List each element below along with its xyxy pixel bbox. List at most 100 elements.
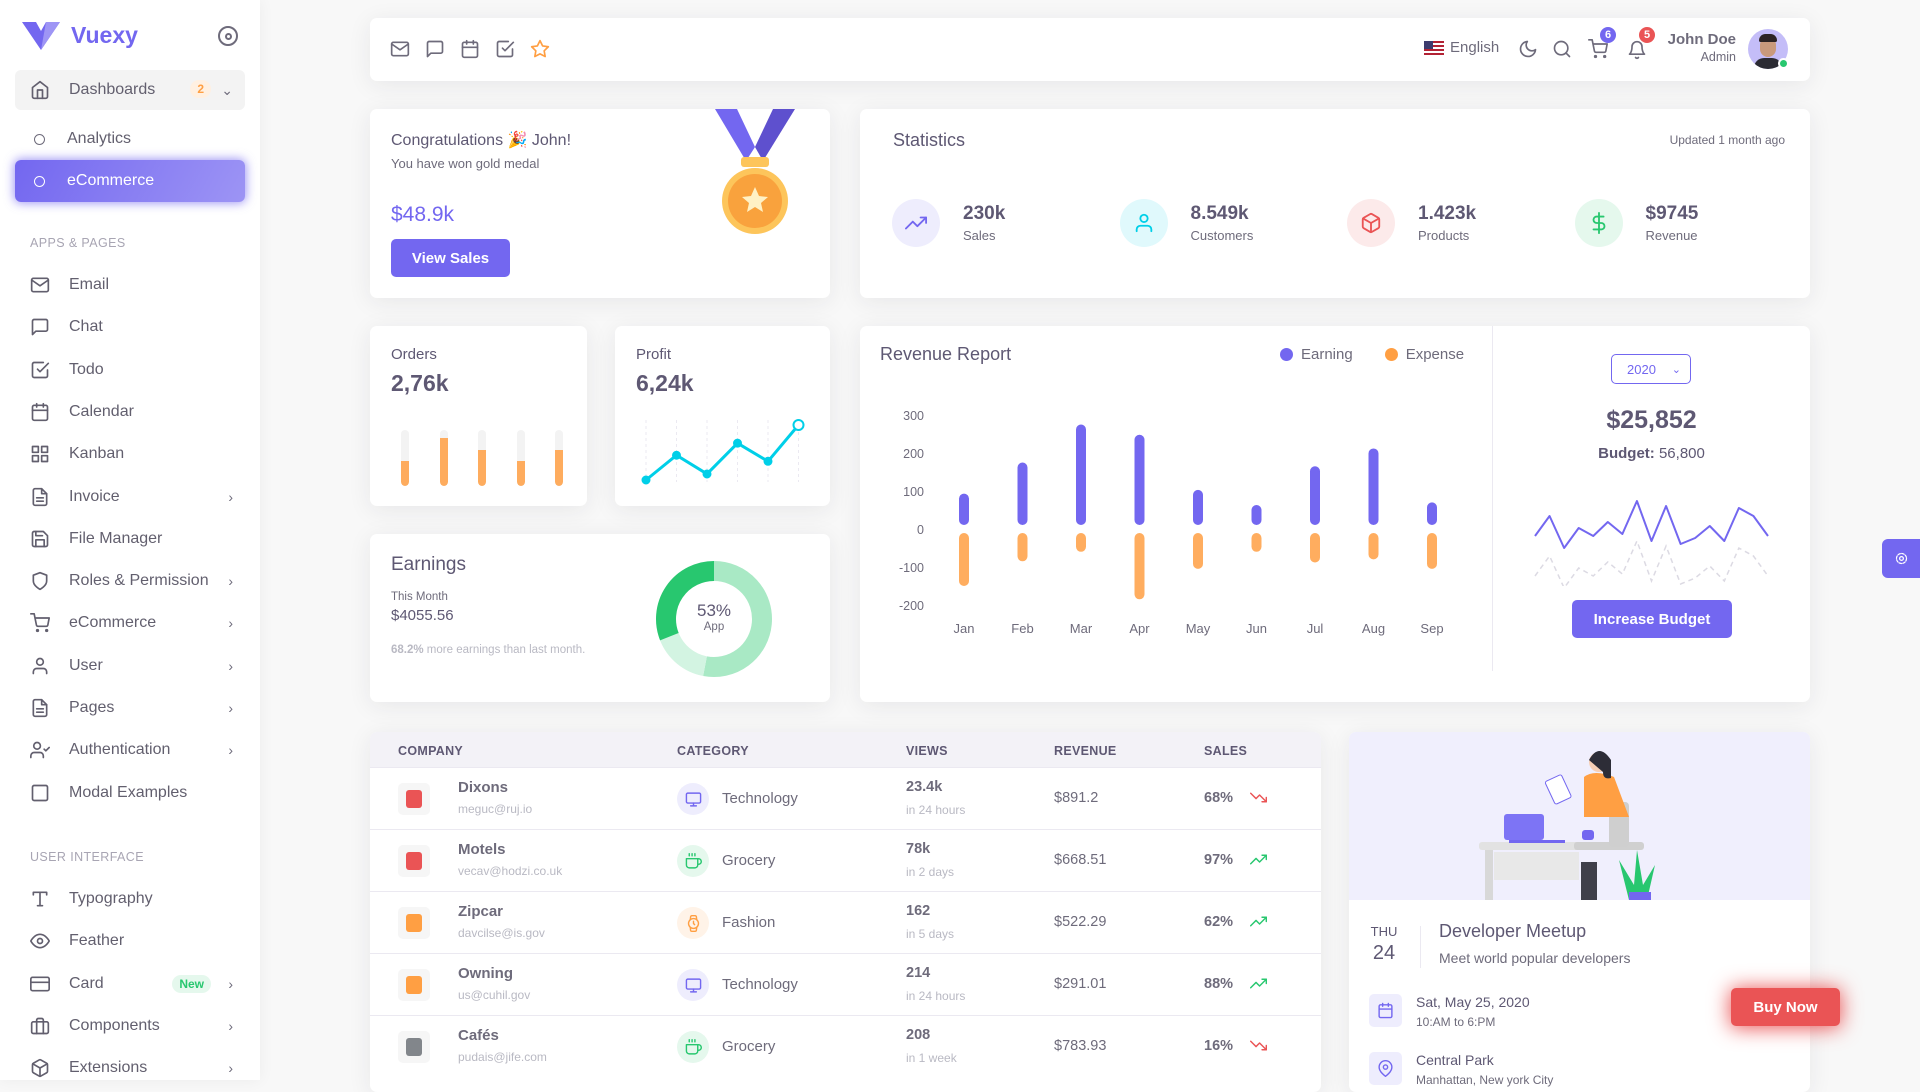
increase-budget-button[interactable]: Increase Budget xyxy=(1572,600,1732,638)
table-row[interactable]: Cafés pudais@jife.com Grocery 208 in 1 w… xyxy=(370,1015,1321,1077)
stat-sales: 230k Sales xyxy=(892,199,1005,247)
sidebar-item-authentication[interactable]: Authentication › xyxy=(15,730,245,770)
check-square-icon xyxy=(31,361,50,378)
check-square-icon xyxy=(496,40,515,58)
x-tick-label: Jan xyxy=(954,621,975,636)
budget-line: Budget: 56,800 xyxy=(1493,445,1810,462)
table-row[interactable]: Owning us@cuhil.gov Technology 214 in 24… xyxy=(370,953,1321,1015)
sidebar-item-label: Email xyxy=(69,276,110,293)
budget-value: 56,800 xyxy=(1654,445,1705,462)
sidebar-item-card[interactable]: Card New › xyxy=(15,964,245,1004)
calendar-shortcut[interactable] xyxy=(460,39,480,64)
category-icon-wrap xyxy=(677,1031,709,1063)
sidebar-item-file-manager[interactable]: File Manager xyxy=(15,519,245,559)
revenue-value: $668.51 xyxy=(1054,852,1107,868)
search-icon[interactable] xyxy=(1552,39,1572,59)
sidebar-item-modal-examples[interactable]: Modal Examples xyxy=(15,773,245,813)
earnings-note: 68.2% more earnings than last month. xyxy=(391,640,591,661)
profit-point xyxy=(763,456,773,466)
calendar-icon xyxy=(1369,994,1402,1027)
company-name: Motels xyxy=(458,841,506,858)
sidebar-item-email[interactable]: Email xyxy=(15,265,245,305)
user-menu[interactable]: John Doe Admin xyxy=(1668,31,1736,64)
sidebar-item-calendar[interactable]: Calendar xyxy=(15,392,245,432)
customizer-toggle[interactable] xyxy=(1882,539,1920,578)
sales-percent: 97% xyxy=(1204,852,1234,868)
gold-medal-icon xyxy=(715,109,795,234)
chat-shortcut[interactable] xyxy=(425,39,445,64)
x-tick-label: Mar xyxy=(1070,621,1093,636)
sidebar-item-feather[interactable]: Feather xyxy=(15,921,245,961)
meetup-day: THU xyxy=(1370,924,1398,939)
buy-now-button[interactable]: Buy Now xyxy=(1731,988,1840,1026)
donut-label: App xyxy=(703,621,725,633)
category-name: Grocery xyxy=(722,1038,776,1055)
statistics-card: Statistics Updated 1 month ago 230k Sales… xyxy=(860,109,1810,298)
check-square-shortcut[interactable] xyxy=(495,39,515,64)
chat-icon xyxy=(31,318,49,336)
table-row[interactable]: Motels vecav@hodzi.co.uk Grocery 78k in … xyxy=(370,829,1321,891)
company-email: vecav@hodzi.co.uk xyxy=(458,864,563,878)
mail-shortcut[interactable] xyxy=(390,39,410,64)
star-shortcut[interactable] xyxy=(530,39,550,64)
order-bar xyxy=(516,430,525,486)
meetup-date: 24 xyxy=(1372,942,1396,964)
sidebar-item-todo[interactable]: Todo xyxy=(15,350,245,390)
sidebar-item-invoice[interactable]: Invoice › xyxy=(15,477,245,517)
y-tick-label: 200 xyxy=(903,447,924,461)
avatar[interactable] xyxy=(1748,29,1788,69)
donut-segment xyxy=(703,561,772,677)
chevron-right-icon: › xyxy=(228,657,233,674)
sidebar-item-roles-permission[interactable]: Roles & Permission › xyxy=(15,561,245,601)
x-tick-label: Jul xyxy=(1307,621,1324,636)
collapse-toggle-icon[interactable] xyxy=(218,26,238,46)
sidebar-item-pages[interactable]: Pages › xyxy=(15,688,245,728)
watch-icon xyxy=(687,914,699,932)
earnings-note-text: more earnings than last month. xyxy=(423,644,586,656)
trend-down-icon xyxy=(1250,789,1267,811)
bell-icon[interactable] xyxy=(1627,40,1647,60)
views-time: in 24 hours xyxy=(906,989,966,1003)
sidebar-item-extensions[interactable]: Extensions › xyxy=(15,1048,245,1088)
view-sales-button[interactable]: View Sales xyxy=(391,239,510,277)
congrats-title: Congratulations 🎉 John! xyxy=(391,132,572,149)
language-selector[interactable]: English xyxy=(1450,39,1500,56)
moon-icon[interactable] xyxy=(1518,39,1538,59)
vuexy-logo[interactable] xyxy=(22,22,60,55)
sidebar-item-kanban[interactable]: Kanban xyxy=(15,434,245,474)
statistics-updated: Updated 1 month ago xyxy=(1669,133,1785,147)
section-header-apps: APPS & PAGES xyxy=(30,236,126,250)
box-icon xyxy=(31,1059,49,1078)
sidebar-item-chat[interactable]: Chat xyxy=(15,307,245,347)
year-dropdown[interactable]: 2020 ⌄ xyxy=(1611,354,1691,384)
us-flag-icon xyxy=(1424,41,1444,55)
sidebar-item-typography[interactable]: Typography xyxy=(15,879,245,919)
stat-revenue: $9745 Revenue xyxy=(1574,199,1698,247)
revenue-value: $291.01 xyxy=(1054,976,1107,992)
order-bar xyxy=(401,430,409,486)
earnings-card: Earnings This Month $4055.56 68.2% more … xyxy=(370,534,830,702)
file-icon xyxy=(32,487,48,506)
views-time: in 2 days xyxy=(906,865,955,879)
earning-bar xyxy=(1017,462,1028,525)
sidebar-item-dashboards[interactable]: Dashboards 2 ⌄ xyxy=(15,70,245,110)
earnings-title: Earnings xyxy=(391,554,466,575)
sidebar-item-ecommerce-dashboard[interactable]: eCommerce xyxy=(15,160,245,202)
earning-bar xyxy=(1193,489,1203,525)
sidebar-item-ecommerce[interactable]: eCommerce › xyxy=(15,603,245,643)
profit-point xyxy=(733,438,742,448)
meetup-where: Central Park xyxy=(1416,1052,1494,1068)
stat-label: Products xyxy=(1418,228,1470,243)
category-name: Grocery xyxy=(722,852,776,869)
meetup-subtitle: Meet world popular developers xyxy=(1439,950,1631,966)
table-header: COMPANY CATEGORY VIEWS REVENUE SALES xyxy=(370,732,1321,767)
earning-bar xyxy=(1076,424,1086,525)
x-tick-label: Apr xyxy=(1129,621,1150,636)
cart-icon[interactable] xyxy=(1588,39,1608,59)
sidebar-item-components[interactable]: Components › xyxy=(15,1006,245,1046)
table-row[interactable]: Dixons meguc@ruj.io Technology 23.4k in … xyxy=(370,767,1321,829)
sidebar-item-analytics[interactable]: Analytics xyxy=(15,119,245,159)
table-row[interactable]: Zipcar davcilse@is.gov Fashion 162 in 5 … xyxy=(370,891,1321,953)
sidebar-item-user[interactable]: User › xyxy=(15,646,245,686)
stat-value: 230k xyxy=(963,203,1006,224)
